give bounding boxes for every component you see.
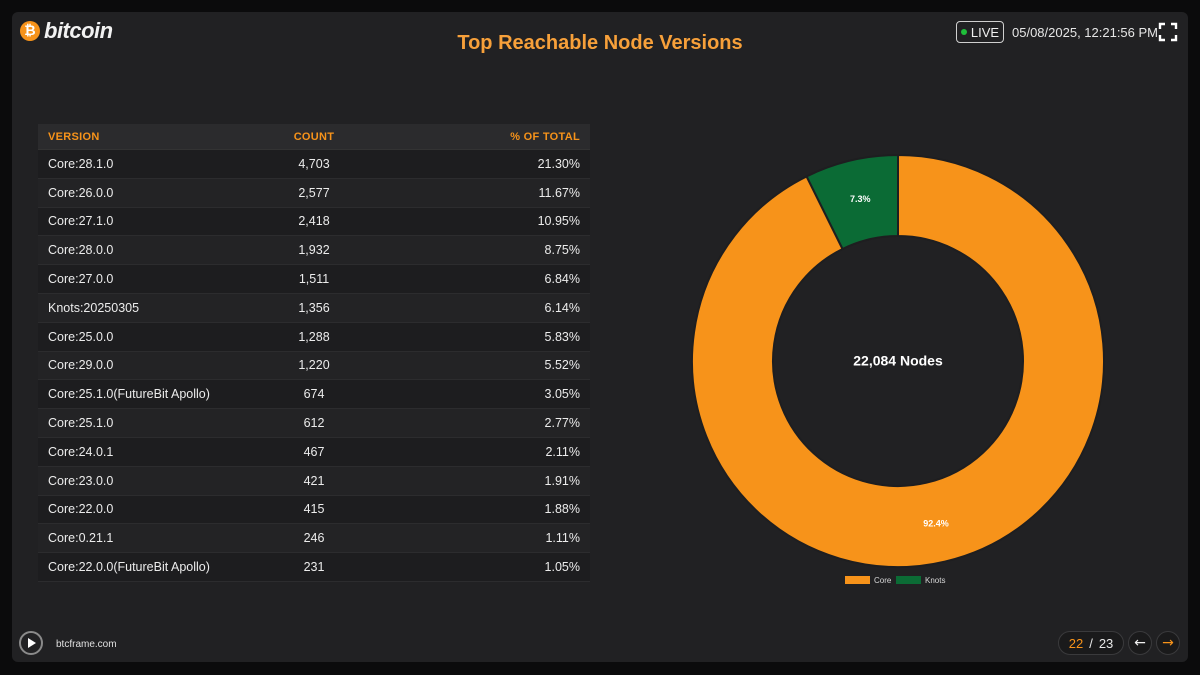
pct-cell: 10.95% bbox=[537, 214, 580, 229]
table-header-row: VERSION COUNT % OF TOTAL bbox=[38, 124, 590, 150]
version-cell: Core:29.0.0 bbox=[48, 358, 114, 373]
bitcoin-coin-icon: ₿ bbox=[20, 21, 40, 41]
count-cell: 415 bbox=[303, 502, 325, 517]
logo-text: bitcoin bbox=[44, 18, 113, 43]
pct-cell: 5.52% bbox=[544, 358, 580, 373]
count-cell: 1,356 bbox=[298, 300, 330, 315]
version-cell: Core:23.0.0 bbox=[48, 473, 114, 488]
pct-cell: 1.88% bbox=[544, 502, 580, 517]
live-dot-icon bbox=[960, 29, 967, 35]
count-cell: 2,577 bbox=[298, 185, 330, 200]
page-separator: / bbox=[1089, 635, 1093, 651]
column-header-pct: % OF TOTAL bbox=[510, 130, 580, 143]
table-row: Core:22.0.0(FutureBit Apollo) 231 1.05% bbox=[38, 553, 590, 582]
play-icon bbox=[28, 638, 36, 648]
table-row: Core:27.1.0 2,418 10.95% bbox=[38, 207, 590, 237]
version-cell: Core:27.1.0 bbox=[48, 214, 114, 229]
version-cell: Core:0.21.1 bbox=[48, 531, 114, 546]
pct-cell: 6.14% bbox=[544, 300, 580, 315]
pct-cell: 2.11% bbox=[545, 444, 580, 459]
donut-hole bbox=[774, 237, 1022, 485]
table-row: Core:27.0.0 1,511 6.84% bbox=[38, 265, 590, 294]
table-row: Core:25.1.0 612 2.77% bbox=[38, 409, 590, 438]
version-cell: Core:25.1.0(FutureBit Apollo) bbox=[48, 387, 210, 402]
column-header-count: COUNT bbox=[293, 130, 335, 143]
version-donut-chart: 7.3% 92.4% 22,084 Nodes Core Knots bbox=[691, 153, 1105, 585]
version-cell: Core:24.0.1 bbox=[48, 444, 114, 459]
legend-swatch-core bbox=[845, 576, 870, 584]
pct-cell: 11.67% bbox=[538, 185, 580, 200]
version-cell: Knots:20250305 bbox=[48, 300, 140, 315]
slice-label-core: 92.4% bbox=[923, 518, 949, 528]
bitcoin-logo: ₿ bitcoin bbox=[20, 18, 113, 44]
version-cell: Core:22.0.0(FutureBit Apollo) bbox=[48, 560, 210, 575]
count-cell: 1,220 bbox=[298, 358, 330, 373]
dashboard-frame: ₿ bitcoin Top Reachable Node Versions LI… bbox=[12, 12, 1188, 662]
legend-label-knots: Knots bbox=[925, 576, 945, 585]
count-cell: 421 bbox=[303, 473, 325, 488]
version-cell: Core:26.0.0 bbox=[48, 185, 114, 200]
count-cell: 467 bbox=[303, 444, 325, 459]
pct-cell: 2.77% bbox=[544, 416, 580, 431]
version-cell: Core:25.1.0 bbox=[48, 416, 114, 431]
fullscreen-icon[interactable] bbox=[1158, 22, 1178, 42]
table-row: Core:23.0.0 421 1.91% bbox=[38, 466, 590, 496]
table-row: Core:28.1.0 4,703 21.30% bbox=[38, 150, 590, 179]
version-cell: Core:28.1.0 bbox=[48, 156, 114, 171]
prev-page-button[interactable]: ← bbox=[1128, 631, 1152, 655]
pct-cell: 6.84% bbox=[544, 272, 580, 287]
table-row: Knots:20250305 1,356 6.14% bbox=[38, 293, 590, 323]
count-cell: 1,932 bbox=[298, 243, 330, 258]
pct-cell: 8.75% bbox=[544, 243, 580, 258]
center-label: 22,084 Nodes bbox=[853, 353, 943, 369]
table-row: Core:29.0.0 1,220 5.52% bbox=[38, 351, 590, 381]
play-button[interactable] bbox=[19, 631, 43, 655]
live-label: LIVE bbox=[970, 24, 1000, 40]
table-row: Core:25.1.0(FutureBit Apollo) 674 3.05% bbox=[38, 380, 590, 410]
page-total: 23 bbox=[1098, 635, 1114, 651]
arrow-right-icon: → bbox=[1162, 635, 1174, 651]
version-cell: Core:22.0.0 bbox=[48, 502, 114, 517]
version-cell: Core:28.0.0 bbox=[48, 243, 114, 258]
count-cell: 231 bbox=[303, 560, 325, 575]
count-cell: 4,703 bbox=[298, 156, 330, 171]
legend-item-knots[interactable]: Knots bbox=[896, 576, 945, 585]
live-badge: LIVE bbox=[956, 21, 1004, 43]
timestamp: 05/08/2025, 12:21:56 PM bbox=[1012, 25, 1159, 40]
legend-swatch-knots bbox=[896, 576, 921, 584]
table-row: Core:22.0.0 415 1.88% bbox=[38, 495, 590, 525]
column-header-version: VERSION bbox=[48, 130, 100, 143]
count-cell: 246 bbox=[303, 531, 325, 546]
pct-cell: 5.83% bbox=[544, 329, 580, 344]
count-cell: 1,288 bbox=[298, 329, 330, 344]
table-row: Core:25.0.0 1,288 5.83% bbox=[38, 322, 590, 352]
legend-label-core: Core bbox=[874, 576, 892, 585]
pct-cell: 1.05% bbox=[544, 560, 580, 575]
slice-label-knots: 7.3% bbox=[850, 194, 871, 204]
pct-cell: 21.30% bbox=[537, 156, 580, 171]
site-link[interactable]: btcframe.com bbox=[56, 639, 117, 650]
count-cell: 1,511 bbox=[298, 272, 330, 287]
count-cell: 2,418 bbox=[298, 214, 330, 229]
versions-table: VERSION COUNT % OF TOTAL Core:28.1.0 4,70… bbox=[38, 124, 590, 582]
table-row: Core:0.21.1 246 1.11% bbox=[38, 524, 590, 554]
pct-cell: 3.05% bbox=[544, 387, 580, 402]
next-page-button[interactable]: → bbox=[1156, 631, 1180, 655]
pct-cell: 1.91% bbox=[544, 473, 580, 488]
arrow-left-icon: ← bbox=[1134, 635, 1146, 651]
version-cell: Core:27.0.0 bbox=[48, 272, 114, 287]
version-cell: Core:25.0.0 bbox=[48, 329, 114, 344]
page-current: 22 bbox=[1068, 635, 1084, 651]
table-row: Core:26.0.0 2,577 11.67% bbox=[38, 178, 590, 208]
count-cell: 674 bbox=[303, 387, 325, 402]
legend-item-core[interactable]: Core bbox=[845, 576, 892, 585]
slice-core[interactable] bbox=[691, 153, 1105, 568]
pct-cell: 1.11% bbox=[545, 531, 580, 546]
table-row: Core:28.0.0 1,932 8.75% bbox=[38, 236, 590, 266]
table-row: Core:24.0.1 467 2.11% bbox=[38, 437, 590, 467]
page-indicator: 22 / 23 bbox=[1058, 631, 1124, 655]
count-cell: 612 bbox=[303, 416, 325, 431]
page-title: Top Reachable Node Versions bbox=[457, 32, 743, 54]
